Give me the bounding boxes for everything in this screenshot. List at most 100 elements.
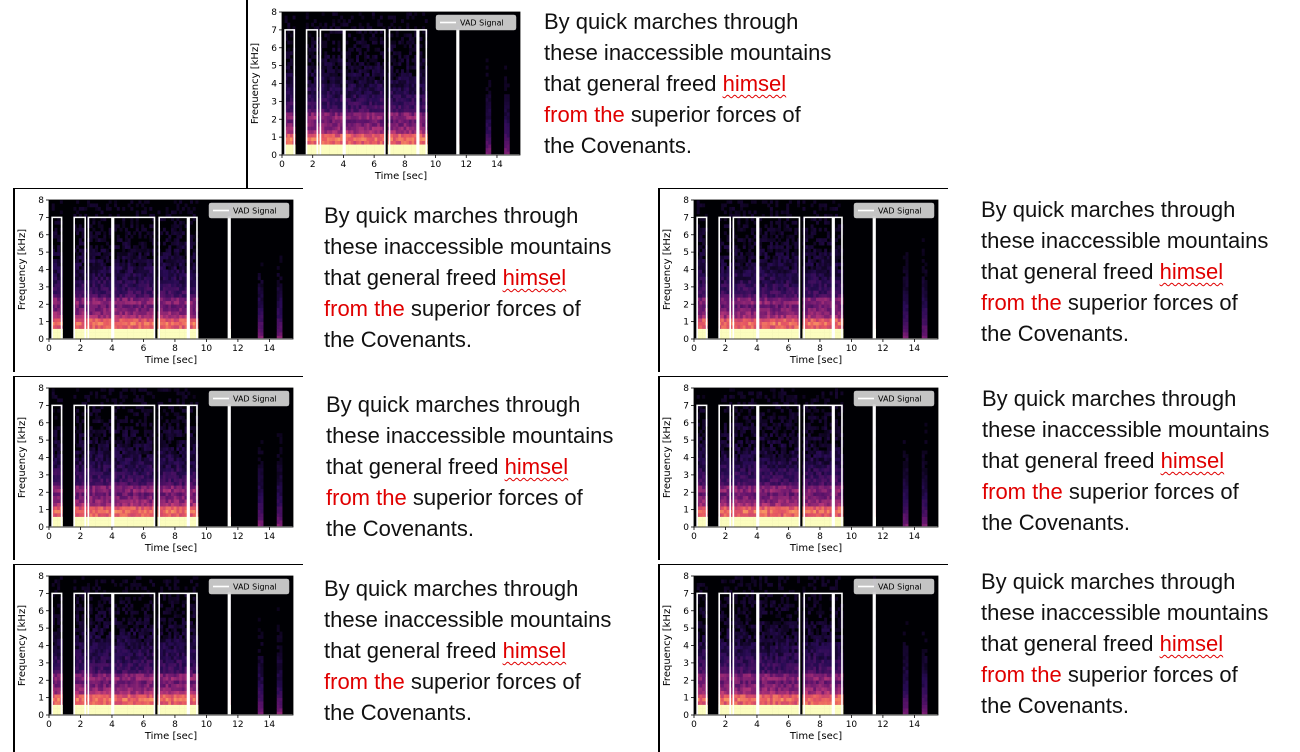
spectrogram-cell — [783, 304, 787, 309]
spectrogram-cell — [794, 318, 798, 322]
spectrogram-cell — [813, 300, 817, 305]
spectrogram-cell — [721, 259, 725, 263]
spectrogram-cell — [721, 307, 725, 312]
spectrogram-cell — [173, 276, 177, 281]
spectrogram-cell — [353, 72, 357, 77]
spectrogram-cell — [780, 283, 784, 288]
spectrogram-cell — [329, 94, 333, 99]
spectrogram-cell — [797, 279, 801, 284]
spectrogram-cell — [377, 151, 381, 156]
spectrogram-cell — [791, 272, 795, 277]
spectrogram-cell — [366, 65, 370, 70]
spectrogram-cell — [826, 252, 830, 256]
x-tick-label: 4 — [754, 344, 760, 354]
spectrogram-cell — [284, 33, 288, 38]
spectrogram-cell — [311, 22, 315, 27]
spectrogram-cell — [775, 293, 779, 298]
spectrogram-cell — [76, 318, 80, 322]
spectrogram-cell — [162, 318, 166, 322]
spectrogram-cell — [356, 47, 359, 52]
spectrogram-cell — [358, 72, 362, 77]
spectrogram-cell — [829, 293, 833, 298]
spectrogram-cell — [332, 54, 336, 59]
spectrogram-cell — [772, 231, 776, 236]
spectrogram-cell — [192, 272, 196, 277]
spectrogram-cell — [734, 307, 738, 312]
spectrogram-cell — [406, 26, 410, 31]
spectrogram-cell — [742, 245, 746, 249]
spectrogram-cell — [406, 112, 410, 116]
spectrogram-cell — [135, 325, 139, 329]
spectrogram-cell — [805, 325, 809, 329]
spectrogram-cell — [116, 224, 120, 229]
spectrogram-panel-r1-left: 0 2 4 6 8 10 12 14 0 1 2 3 4 5 6 7 8 Time [sec] Frequency … — [13, 188, 303, 372]
spectrogram-cell — [127, 328, 131, 333]
spectrogram-cell — [76, 311, 80, 315]
x-tick-label: 2 — [723, 344, 729, 354]
spectrogram-cell — [411, 147, 415, 152]
spectrogram-cell — [382, 104, 386, 109]
spectrogram-cell — [51, 467, 55, 472]
spectrogram-cell — [348, 129, 352, 134]
spectrogram-cell — [321, 147, 325, 152]
spectrogram-cell — [337, 101, 341, 106]
spectrogram-cell — [371, 12, 375, 16]
spectrogram-cell — [723, 311, 727, 315]
spectrogram-cell — [723, 321, 727, 326]
spectrogram-cell — [356, 144, 359, 149]
spectrogram-cell — [57, 283, 61, 288]
spectrogram-cell — [393, 126, 397, 131]
spectrogram-cell — [721, 269, 725, 274]
spectrogram-cell — [414, 26, 418, 31]
spectrogram-cell — [353, 44, 357, 49]
spectrogram-cell — [135, 314, 139, 319]
spectrogram-cell — [821, 241, 825, 246]
spectrogram-cell — [162, 286, 166, 291]
spectrogram-cell — [390, 133, 394, 138]
spectrogram-cell — [353, 147, 357, 152]
spectrogram-cell — [488, 112, 492, 116]
spectrogram-cell — [165, 283, 169, 288]
spectrogram-cell — [361, 101, 365, 106]
spectrogram-cell — [834, 227, 838, 232]
spectrogram-cell — [740, 311, 744, 315]
spectrogram-cell — [59, 200, 63, 204]
spectrogram-cell — [149, 224, 153, 229]
spectrogram-cell — [168, 252, 172, 256]
spectrogram-cell — [737, 332, 741, 336]
spectrogram-cell — [788, 213, 792, 218]
spectrogram-cell — [791, 266, 795, 270]
spectrogram-cell — [401, 76, 404, 81]
spectrogram-cell — [146, 314, 150, 319]
spectrogram-cell — [184, 259, 188, 263]
spectrogram-cell — [321, 83, 325, 88]
spectrogram-cell — [138, 314, 142, 319]
spectrogram-cell — [382, 90, 386, 95]
spectrogram-cell — [905, 272, 909, 277]
spectrogram-cell — [76, 286, 80, 291]
spectrogram-cell — [829, 269, 833, 274]
spectrogram-cell — [326, 97, 330, 102]
spectrogram-cell — [57, 328, 61, 333]
spectrogram-cell — [181, 231, 185, 236]
spectrogram-cell — [702, 300, 706, 305]
spectrogram-cell — [332, 101, 336, 106]
spectrogram-cell — [146, 200, 150, 204]
spectrogram-cell — [759, 314, 763, 319]
spectrogram-cell — [287, 137, 291, 141]
spectrogram-cell — [723, 300, 727, 305]
spectrogram-cell — [192, 266, 196, 270]
spectrogram-cell — [146, 300, 150, 305]
spectrogram-cell — [340, 22, 344, 27]
spectrogram-cell — [337, 137, 341, 141]
spectrogram-cell — [807, 321, 811, 326]
spectrogram-cell — [775, 248, 779, 253]
spectrogram-cell — [740, 276, 744, 281]
spectrogram-cell — [395, 51, 399, 56]
spectrogram-cell — [401, 94, 404, 99]
spectrogram-cell — [51, 429, 55, 434]
spectrogram-cell — [257, 318, 261, 322]
spectrogram-cell — [419, 144, 423, 149]
spectrogram-cell — [105, 290, 109, 295]
spectrogram-cell — [813, 314, 817, 319]
